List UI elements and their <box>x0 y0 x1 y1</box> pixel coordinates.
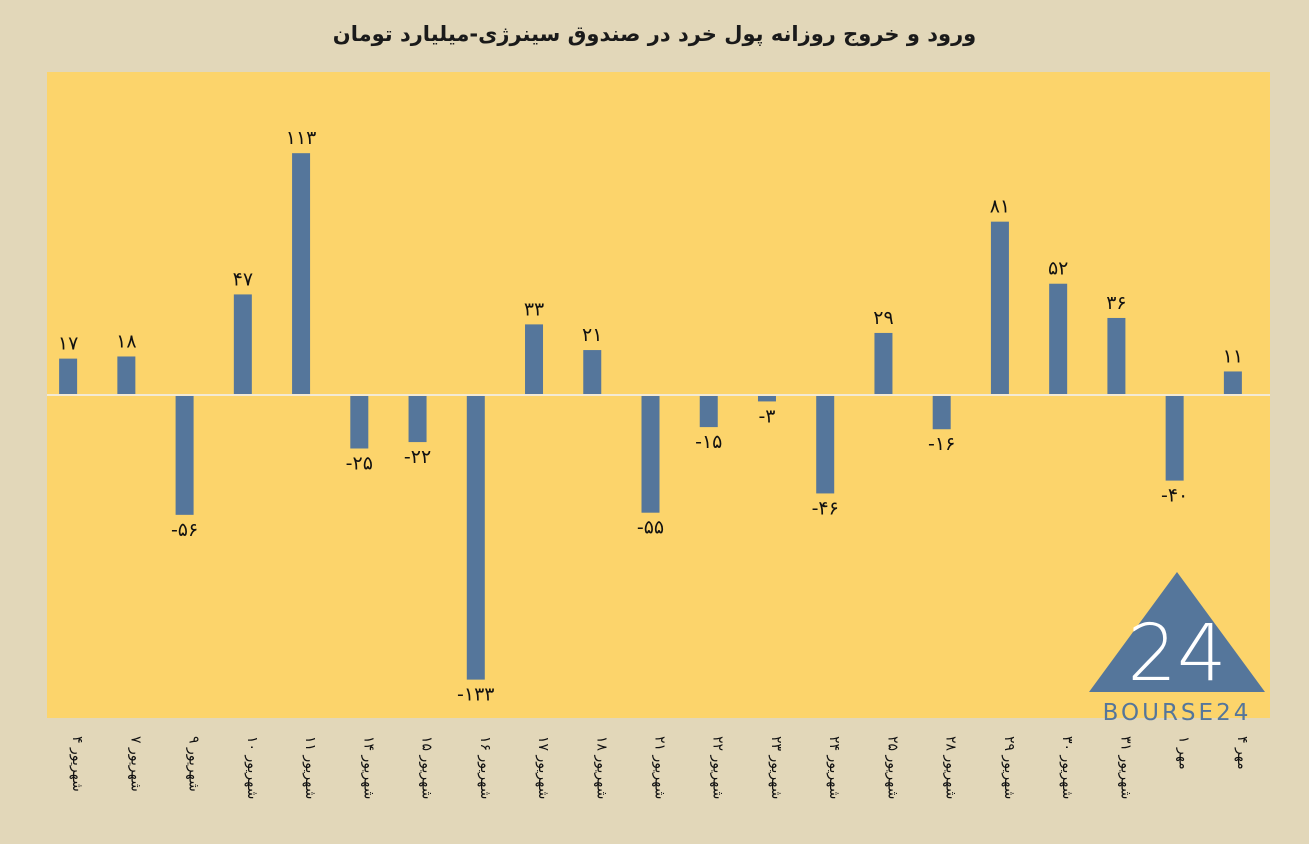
bar-6 <box>350 395 369 449</box>
bourse24-logo-mark: 24 BOURSE24 <box>1089 572 1265 725</box>
value-label-15: ۲۹ <box>873 307 893 329</box>
value-label-3: -۵۶ <box>171 519 198 541</box>
bar-14 <box>816 395 835 494</box>
category-label-10: ۱۸ شهریور <box>593 736 609 799</box>
bar-13 <box>757 395 776 402</box>
category-label-7: ۱۵ شهریور <box>419 736 435 799</box>
category-label-11: ۲۱ شهریور <box>652 736 668 799</box>
bar-17 <box>990 221 1009 395</box>
bar-19 <box>1107 317 1126 395</box>
chart-title: ورود و خروج روزانه پول خرد در صندوق سینر… <box>332 22 977 46</box>
value-label-6: -۲۵ <box>346 453 373 475</box>
value-label-1: ۱۷ <box>58 333 78 355</box>
bars-group <box>59 153 1242 680</box>
value-label-20: -۴۰ <box>1161 485 1188 507</box>
value-label-10: ۲۱ <box>582 324 602 346</box>
value-label-16: -۱۶ <box>928 433 955 455</box>
logo-mark-text: 24 <box>1127 609 1226 699</box>
logo-wordmark: BOURSE24 <box>1103 700 1252 725</box>
category-label-19: ۳۱ شهریور <box>1117 736 1133 799</box>
category-label-2: ۷ شهریور <box>127 736 143 792</box>
bar-3 <box>175 395 194 515</box>
bar-12 <box>699 395 718 428</box>
value-label-18: ۵۲ <box>1048 258 1068 280</box>
value-label-4: ۴۷ <box>233 268 253 290</box>
bar-2 <box>117 356 136 395</box>
bar-5 <box>292 153 311 395</box>
bar-20 <box>1165 395 1184 481</box>
category-label-16: ۲۸ شهریور <box>943 736 959 799</box>
bar-11 <box>641 395 660 513</box>
category-label-17: ۲۹ شهریور <box>1001 736 1017 799</box>
bar-21 <box>1223 371 1242 395</box>
bar-9 <box>525 324 544 395</box>
bourse24-logo: 24 BOURSE24 <box>1082 570 1272 725</box>
bar-16 <box>932 395 951 430</box>
category-label-13: ۲۳ شهریور <box>768 736 784 799</box>
value-label-13: -۳ <box>758 405 775 427</box>
value-label-12: -۱۵ <box>695 431 722 453</box>
value-labels-group: ۱۷ ۱۸ -۵۶ ۴۷ ۱۱۳ -۲۵ -۲۲ -۱۳۳ ۳۳ ۲۱ -۵۵ -۱۵ -۳ -۴۶ ۲۹ -… <box>58 127 1243 705</box>
value-label-2: ۱۸ <box>116 330 136 352</box>
bar-4 <box>233 294 252 395</box>
value-label-21: ۱۱ <box>1223 345 1243 367</box>
category-label-1: ۴ شهریور <box>69 736 85 792</box>
value-label-7: -۲۲ <box>404 446 431 468</box>
category-label-21: ۴ مهر <box>1234 736 1250 770</box>
value-label-14: -۴۶ <box>812 497 839 519</box>
category-label-3: ۹ شهریور <box>186 736 202 792</box>
category-labels-group: ۴ شهریور ۷ شهریور ۹ شهریور ۱۰ شهریور ۱۱ شهری… <box>69 736 1250 799</box>
bar-15 <box>874 332 893 395</box>
bar-1 <box>59 358 78 395</box>
category-label-12: ۲۲ شهریور <box>710 736 726 799</box>
category-label-18: ۳۰ شهریور <box>1059 736 1075 799</box>
bar-8 <box>466 395 485 680</box>
value-label-5: ۱۱۳ <box>286 127 317 149</box>
category-label-6: ۱۴ شهریور <box>360 736 376 799</box>
value-label-9: ۳۳ <box>524 298 544 320</box>
bar-7 <box>408 395 427 443</box>
category-label-9: ۱۷ شهریور <box>535 736 551 799</box>
value-label-11: -۵۵ <box>637 517 664 539</box>
value-label-17: ۸۱ <box>990 196 1010 218</box>
bar-10 <box>583 350 602 395</box>
value-label-19: ۳۶ <box>1106 292 1126 314</box>
category-label-20: ۱ مهر <box>1176 736 1192 770</box>
category-label-14: ۲۴ شهریور <box>826 736 842 799</box>
category-label-5: ۱۱ شهریور <box>302 736 318 799</box>
value-label-8: -۱۳۳ <box>457 684 494 706</box>
bar-18 <box>1049 283 1068 395</box>
category-label-15: ۲۵ شهریور <box>884 736 900 799</box>
category-label-8: ۱۶ شهریور <box>477 736 493 799</box>
category-label-4: ۱۰ شهریور <box>244 736 260 799</box>
